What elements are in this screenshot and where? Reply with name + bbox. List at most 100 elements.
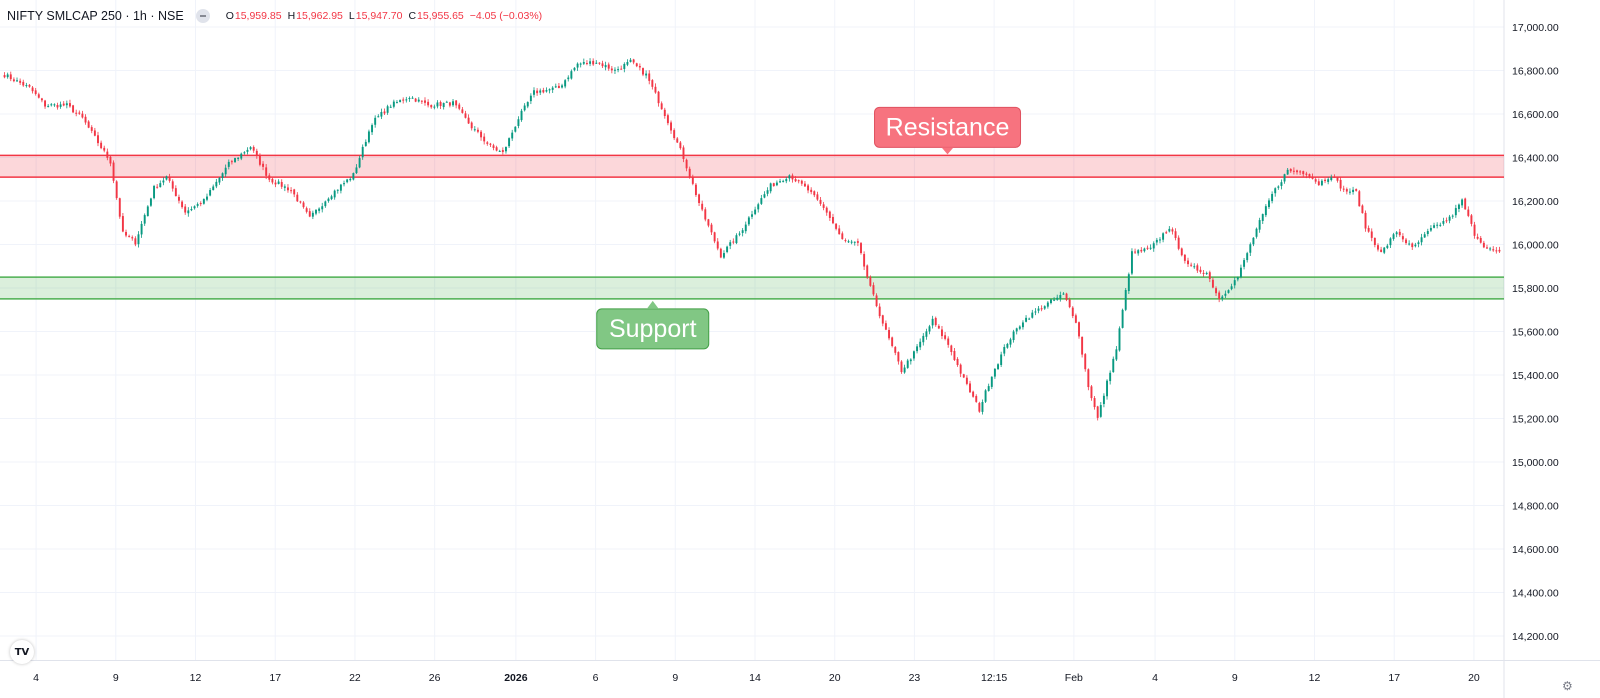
candle-body xyxy=(249,147,252,150)
candle-body xyxy=(452,101,454,106)
candle-body xyxy=(489,143,492,145)
candle-body xyxy=(84,116,87,123)
candle-body xyxy=(467,117,470,124)
y-tick-label: 15,800.00 xyxy=(1512,283,1559,295)
candle-body xyxy=(978,402,981,412)
candle-body xyxy=(37,94,40,98)
candle-body xyxy=(747,217,750,225)
candle-body xyxy=(1271,193,1274,202)
candle-body xyxy=(153,185,156,199)
candle-body xyxy=(785,179,788,182)
candle-body xyxy=(227,161,230,167)
candle-body xyxy=(1130,251,1133,274)
candle-body xyxy=(822,204,825,208)
candle-body xyxy=(1367,227,1370,232)
candle-body xyxy=(22,81,25,86)
candle-body xyxy=(1074,315,1077,323)
candle-body xyxy=(215,181,218,187)
y-tick-label: 16,200.00 xyxy=(1512,196,1559,208)
candle-body xyxy=(729,242,732,246)
candle-body xyxy=(828,211,831,218)
candle-body xyxy=(679,142,682,149)
candle-body xyxy=(670,122,672,131)
candle-body xyxy=(1358,191,1361,207)
candle-body xyxy=(1159,239,1161,241)
candle-body xyxy=(1486,247,1488,249)
candle-body xyxy=(997,364,999,370)
candle-body xyxy=(1102,395,1105,405)
candle-body xyxy=(1411,243,1414,248)
x-tick-label: 9 xyxy=(113,672,119,684)
candle-body xyxy=(367,131,370,143)
candle-body xyxy=(361,146,364,158)
symbol-title[interactable]: NIFTY SMLCAP 250 · 1h · NSE xyxy=(7,9,184,23)
eye-icon[interactable] xyxy=(195,9,210,23)
candle-body xyxy=(869,277,872,286)
candle-body xyxy=(68,103,71,107)
candle-body xyxy=(1031,312,1034,318)
candle-body xyxy=(517,119,520,126)
candle-body xyxy=(1243,260,1246,267)
support-callout[interactable]: Support xyxy=(596,300,710,350)
candle-body xyxy=(1339,179,1342,189)
candle-body xyxy=(299,201,302,203)
close-label: C xyxy=(408,10,417,22)
candle-body xyxy=(601,63,604,67)
gear-icon[interactable]: ⚙ xyxy=(1562,679,1573,693)
candle-body xyxy=(1423,234,1426,238)
candle-body xyxy=(1386,245,1389,248)
candle-body xyxy=(533,90,535,95)
candle-body xyxy=(657,91,660,104)
candle-body xyxy=(788,175,791,179)
candle-body xyxy=(480,131,483,138)
candle-body xyxy=(1149,247,1152,249)
candle-body xyxy=(1454,208,1457,216)
candle-body xyxy=(916,346,919,352)
candle-body xyxy=(617,69,620,71)
x-tick-label: 26 xyxy=(429,672,441,684)
candle-body xyxy=(875,295,878,307)
candle-body xyxy=(592,60,595,65)
candle-body xyxy=(523,105,526,111)
candle-body xyxy=(90,127,93,131)
candle-body xyxy=(1015,328,1018,332)
candle-body xyxy=(458,104,461,109)
candle-body xyxy=(364,141,367,146)
candle-body xyxy=(1373,237,1376,245)
candle-body xyxy=(1202,272,1205,274)
candle-body xyxy=(212,186,215,191)
candle-body xyxy=(1258,220,1261,230)
candle-body xyxy=(953,350,956,360)
candle-body xyxy=(115,181,118,199)
candle-body xyxy=(1230,286,1233,290)
candle-body xyxy=(1268,200,1270,208)
candle-body xyxy=(723,253,725,258)
candle-body xyxy=(900,361,903,373)
candle-body xyxy=(872,285,875,295)
candle-body xyxy=(1096,406,1099,418)
candle-body xyxy=(106,151,109,158)
tradingview-logo[interactable]: TV xyxy=(10,640,34,664)
candle-body xyxy=(520,110,523,121)
candle-body xyxy=(187,210,190,214)
candle-body xyxy=(1380,249,1383,252)
candle-body xyxy=(884,323,887,330)
candle-body xyxy=(377,116,380,118)
candle-body xyxy=(274,182,277,185)
candle-body xyxy=(813,191,816,196)
candle-body xyxy=(582,62,585,64)
candle-body xyxy=(1461,199,1464,206)
x-tick-label: 14 xyxy=(749,672,761,684)
candle-body xyxy=(545,90,548,92)
resistance-callout[interactable]: Resistance xyxy=(874,106,1022,155)
candle-body xyxy=(72,105,75,113)
candle-body xyxy=(514,126,517,132)
candle-body xyxy=(1408,243,1411,245)
candle-body xyxy=(1255,228,1258,237)
candle-body xyxy=(629,59,632,62)
candle-body xyxy=(888,330,890,339)
candle-body xyxy=(598,62,601,64)
candle-body xyxy=(44,100,47,107)
